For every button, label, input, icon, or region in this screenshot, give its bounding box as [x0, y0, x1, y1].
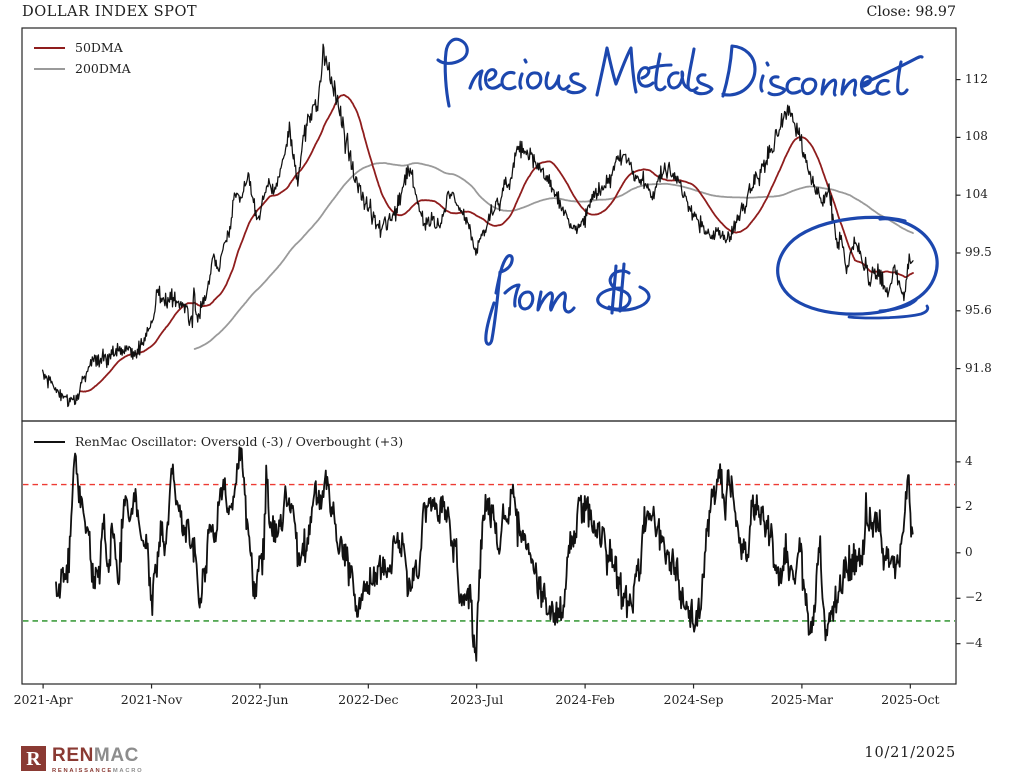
dma200-line — [193, 162, 914, 350]
handwriting-stroke — [536, 290, 576, 314]
legend-label-200dma: 200DMA — [75, 61, 131, 76]
oscillator-ytick-label: −2 — [965, 590, 983, 605]
price-ytick-label: 112 — [965, 71, 988, 86]
xaxis-tick-label: 2021-Apr — [13, 692, 73, 707]
handwriting-stroke — [875, 78, 891, 96]
handwriting-stroke — [860, 55, 924, 86]
xaxis-tick-label: 2022-Dec — [338, 692, 399, 707]
renmac-logo: R RENMAC RENAISSANCEMACRO — [21, 746, 143, 774]
handwriting-stroke — [686, 47, 699, 92]
handwriting-stroke — [721, 44, 757, 98]
price-ytick-label: 99.5 — [965, 244, 992, 259]
price-ytick-label: 108 — [965, 129, 988, 144]
price-line — [41, 43, 914, 408]
handwriting-stroke — [767, 75, 787, 97]
chart-date: 10/21/2025 — [864, 745, 956, 761]
legend-line-200dma — [34, 67, 65, 70]
oscillator-line — [55, 446, 914, 662]
handwriting-stroke — [500, 70, 517, 91]
handwriting-stroke — [637, 66, 655, 88]
xaxis-tick-label: 2024-Sep — [663, 692, 724, 707]
handwriting-stroke — [840, 78, 858, 97]
handwriting-stroke — [785, 76, 802, 95]
handwriting-stroke — [484, 68, 502, 90]
price-ytick-label: 104 — [965, 187, 988, 202]
xaxis-tick-label: 2023-Jul — [450, 692, 504, 707]
renmac-logo-mark: R — [21, 746, 46, 771]
handwriting-stroke — [765, 61, 770, 67]
handwriting-stroke — [544, 71, 571, 91]
hand-drawn-underline-swash — [847, 304, 930, 320]
oscillator-ytick-label: 0 — [965, 544, 973, 559]
xaxis-tick-label: 2025-Mar — [770, 692, 834, 707]
handwriting-stroke — [820, 78, 838, 97]
price-ytick-label: 95.6 — [965, 302, 992, 317]
dma50-line — [79, 94, 914, 393]
handwriting-stroke — [759, 74, 765, 93]
legend-label-oscillator: RenMac Oscillator: Oversold (-3) / Overb… — [75, 434, 404, 449]
legend-line-50dma — [34, 46, 65, 49]
logo-subtext-renaissance: RENAISSANCE — [52, 767, 113, 774]
logo-subtext-macro: MACRO — [112, 767, 144, 774]
oscillator-panel-frame — [21, 420, 957, 685]
logo-text-ren: REN — [52, 745, 94, 766]
hand-drawn-ellipse-overlap — [878, 298, 918, 313]
handwriting-stroke — [484, 254, 514, 346]
close-value-label: Close: 98.97 — [866, 4, 956, 20]
handwriting-stroke — [595, 46, 638, 97]
legend-line-oscillator — [34, 440, 65, 443]
handwriting-stroke — [517, 290, 535, 311]
handwriting-stroke — [596, 285, 651, 312]
price-ytick-label: 91.8 — [965, 360, 992, 375]
price-legend: 50DMA 200DMA — [34, 40, 131, 76]
oscillator-ytick-label: −4 — [965, 635, 983, 650]
handwriting-stroke — [566, 72, 587, 95]
logo-text-mac: MAC — [93, 745, 139, 766]
handwriting-stroke — [654, 52, 667, 92]
handwriting-stroke — [800, 77, 818, 96]
xaxis-tick-label: 2024-Feb — [555, 692, 615, 707]
renmac-logo-letter: R — [26, 747, 41, 770]
handwriting-stroke — [896, 60, 909, 96]
xaxis-tick-label: 2021-Nov — [120, 692, 183, 707]
chart-title: DOLLAR INDEX SPOT — [22, 3, 198, 20]
handwriting-stroke — [436, 37, 469, 108]
hand-drawn-ellipse — [776, 215, 939, 316]
handwriting-stroke — [518, 72, 524, 90]
handwritten-annotation-group — [436, 37, 924, 346]
handwriting-stroke — [503, 283, 521, 308]
handwriting-stroke — [648, 63, 673, 70]
oscillator-legend: RenMac Oscillator: Oversold (-3) / Overb… — [34, 434, 403, 449]
handwriting-stroke — [693, 73, 714, 96]
handwriting-stroke — [468, 69, 484, 91]
handwriting-stroke — [523, 58, 528, 64]
handwriting-stroke — [525, 71, 543, 90]
xaxis-tick-label: 2022-Jun — [231, 692, 289, 707]
renmac-logo-text: RENMAC RENAISSANCEMACRO — [52, 746, 143, 774]
oscillator-ytick-label: 4 — [965, 453, 973, 468]
oscillator-ytick-label: 2 — [965, 499, 973, 514]
handwriting-stroke — [667, 70, 690, 90]
xaxis-tick-label: 2025-Oct — [881, 692, 940, 707]
legend-label-50dma: 50DMA — [75, 40, 123, 55]
